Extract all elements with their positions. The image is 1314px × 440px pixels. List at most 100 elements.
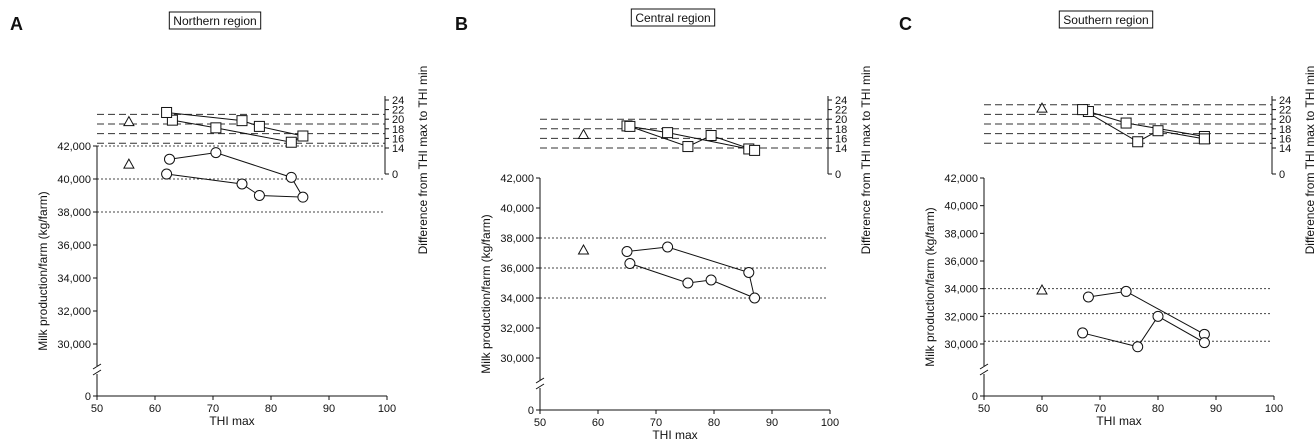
y-tick-label: 42,000 xyxy=(944,173,978,185)
y-tick-label: 42,000 xyxy=(57,141,91,153)
region-title: Central region xyxy=(635,11,710,25)
x-tick-label: 60 xyxy=(1036,403,1048,415)
difference-point-square xyxy=(166,114,178,126)
right-axis-title: Difference from THI max to THI min xyxy=(859,66,873,255)
right-tick-label: 16 xyxy=(1279,133,1291,145)
x-axis-title: THI max xyxy=(652,428,697,440)
region-title: Northern region xyxy=(173,14,256,28)
production-point-triangle xyxy=(1036,284,1048,295)
y-tick-label: 38,000 xyxy=(57,207,91,219)
x-tick-label: 80 xyxy=(265,403,277,415)
production-point-circle xyxy=(253,190,265,201)
right-tick-label: 20 xyxy=(392,114,404,126)
x-tick-label: 60 xyxy=(592,417,604,429)
x-tick-label: 50 xyxy=(91,403,103,415)
right-axis-title: Difference from THI max to THI min xyxy=(416,66,430,255)
x-tick-label: 90 xyxy=(766,417,778,429)
production-point-circle xyxy=(161,168,173,180)
axis-break-mark xyxy=(979,363,989,376)
difference-point-square xyxy=(297,130,309,142)
x-tick-label: 100 xyxy=(378,403,396,415)
difference-point-triangle xyxy=(123,115,135,127)
production-point-circle xyxy=(662,241,674,253)
difference-line xyxy=(166,111,305,143)
production-line xyxy=(626,246,756,299)
panel-b: B Central region 0 30,000 32,000 34,000 36,000… xyxy=(455,8,873,440)
y-tick-label: 34,000 xyxy=(57,273,91,285)
right-tick-label: 18 xyxy=(392,124,404,136)
difference-point-square xyxy=(253,120,265,132)
y-tick-label: 34,000 xyxy=(500,293,534,305)
production-point-triangle xyxy=(577,243,590,255)
region-title-box xyxy=(630,8,716,27)
production-point-circle xyxy=(624,258,636,269)
x-tick-label: 90 xyxy=(323,403,335,415)
y-axis-title: Milk production/farm (kg/farm) xyxy=(479,214,493,373)
x-tick-label: 50 xyxy=(534,417,546,429)
right-tick-label: 16 xyxy=(392,133,404,145)
production-point-triangle xyxy=(123,158,135,169)
y-tick-label: 36,000 xyxy=(944,256,978,268)
y-tick-label: 0 xyxy=(972,391,978,403)
y-tick-label: 38,000 xyxy=(944,228,978,240)
right-tick-label: 0 xyxy=(392,169,398,181)
y-tick-label: 42,000 xyxy=(500,173,534,185)
x-tick-label: 70 xyxy=(650,417,662,429)
y-tick-label: 0 xyxy=(85,391,91,403)
y-tick-label: 0 xyxy=(528,405,534,417)
y-axis-title: Milk production/farm (kg/farm) xyxy=(923,207,937,366)
right-tick-label: 22 xyxy=(835,105,847,117)
y-tick-label: 32,000 xyxy=(944,311,978,323)
panel-letter: C xyxy=(899,14,912,34)
y-tick-label: 30,000 xyxy=(944,339,978,351)
production-point-circle xyxy=(1152,310,1164,322)
difference-point-square xyxy=(285,136,297,148)
y-tick-label: 30,000 xyxy=(57,339,91,351)
difference-point-square xyxy=(210,122,222,134)
difference-point-square xyxy=(749,144,761,156)
region-title: Southern region xyxy=(1063,13,1148,27)
production-point-circle xyxy=(749,292,761,304)
y-tick-label: 38,000 xyxy=(500,233,534,245)
difference-point-square xyxy=(1132,136,1144,148)
y-tick-label: 40,000 xyxy=(944,201,978,213)
difference-point-square xyxy=(682,141,694,153)
x-axis-title: THI max xyxy=(209,414,254,428)
difference-point-square xyxy=(236,115,248,127)
panel-a: A Northern region 0 30,000 32,000 34,000 36,00… xyxy=(10,11,430,428)
production-point-circle xyxy=(621,246,633,257)
y-tick-label: 30,000 xyxy=(500,353,534,365)
y-tick-label: 40,000 xyxy=(500,203,534,215)
right-tick-label: 14 xyxy=(835,143,847,155)
production-point-circle xyxy=(1198,337,1210,349)
y-tick-label: 32,000 xyxy=(57,306,91,318)
region-title-box xyxy=(168,11,262,30)
right-axis-title: Difference from THI max to THI min xyxy=(1303,66,1314,255)
panel-c: C Southern region 0 30,000 32,000 34,000 36,00… xyxy=(899,10,1314,428)
y-tick-label: 40,000 xyxy=(57,174,91,186)
y-tick-label: 32,000 xyxy=(500,323,534,335)
right-tick-label: 14 xyxy=(392,143,404,155)
difference-point-square xyxy=(705,130,717,142)
x-tick-label: 100 xyxy=(1265,403,1283,415)
right-tick-label: 0 xyxy=(835,169,841,181)
right-tick-label: 0 xyxy=(1279,169,1285,181)
x-tick-label: 90 xyxy=(1210,403,1222,415)
production-point-circle xyxy=(285,171,297,183)
y-tick-label: 36,000 xyxy=(500,263,534,275)
production-point-circle xyxy=(1077,327,1089,339)
difference-point-square xyxy=(662,127,674,139)
x-tick-label: 50 xyxy=(978,403,990,415)
right-tick-label: 14 xyxy=(1279,143,1291,155)
region-title-box xyxy=(1058,10,1154,29)
axis-break-mark xyxy=(535,377,545,390)
x-tick-label: 100 xyxy=(821,417,839,429)
difference-point-square xyxy=(1120,117,1132,129)
right-tick-label: 20 xyxy=(835,114,847,126)
difference-point-square xyxy=(1152,125,1164,137)
y-tick-label: 34,000 xyxy=(944,284,978,296)
production-point-circle xyxy=(1082,291,1094,303)
right-tick-label: 18 xyxy=(1279,124,1291,136)
x-axis-title: THI max xyxy=(1096,414,1141,428)
